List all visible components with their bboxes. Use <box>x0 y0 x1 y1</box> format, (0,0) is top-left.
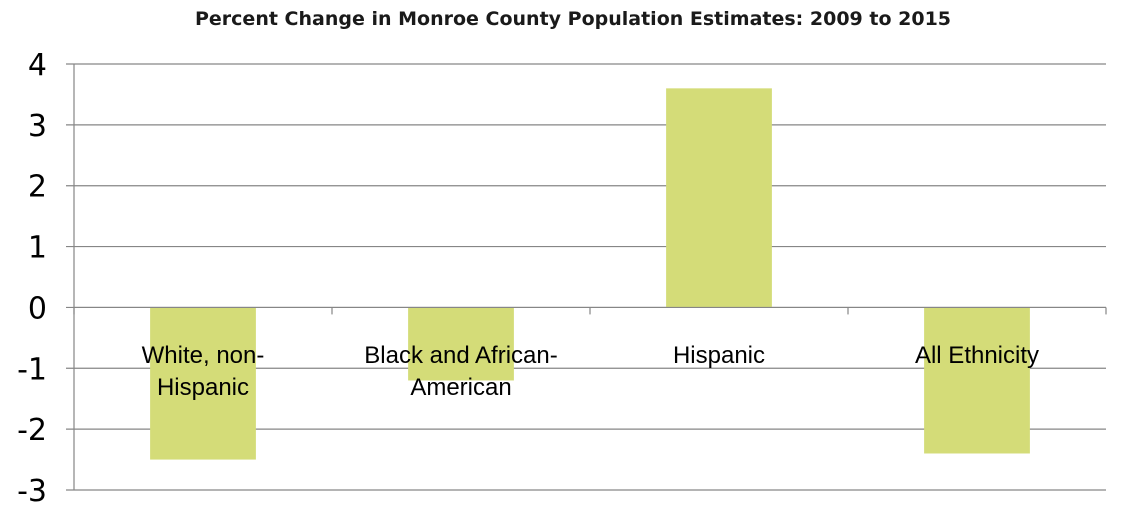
axes <box>73 64 1107 490</box>
y-tick-label: 1 <box>28 231 47 266</box>
y-tick-label: -1 <box>17 352 47 387</box>
x-tick-label: Hispanic <box>673 342 765 369</box>
y-tick-label: -3 <box>17 474 47 505</box>
bar <box>150 307 256 460</box>
y-tick-label: 2 <box>28 170 47 205</box>
x-tick-label: Black and African-American <box>364 342 557 401</box>
bar <box>408 307 514 381</box>
bar <box>666 88 772 308</box>
y-tick-label: -2 <box>17 413 47 448</box>
y-tick-label: 3 <box>28 109 47 144</box>
x-tick-label: White, non-Hispanic <box>142 342 265 401</box>
y-tick-label: 4 <box>28 48 47 83</box>
chart-title: Percent Change in Monroe County Populati… <box>195 8 951 30</box>
bar <box>924 307 1030 454</box>
y-tick-label: 0 <box>28 291 47 326</box>
x-axis-tick-labels: White, non-Hispanic Black and African-Ame… <box>142 342 1039 401</box>
x-tick-label: All Ethnicity <box>915 342 1039 369</box>
y-axis-tick-labels: 4 3 2 1 0 -1 -2 -3 <box>17 48 47 505</box>
bars <box>150 88 1030 460</box>
